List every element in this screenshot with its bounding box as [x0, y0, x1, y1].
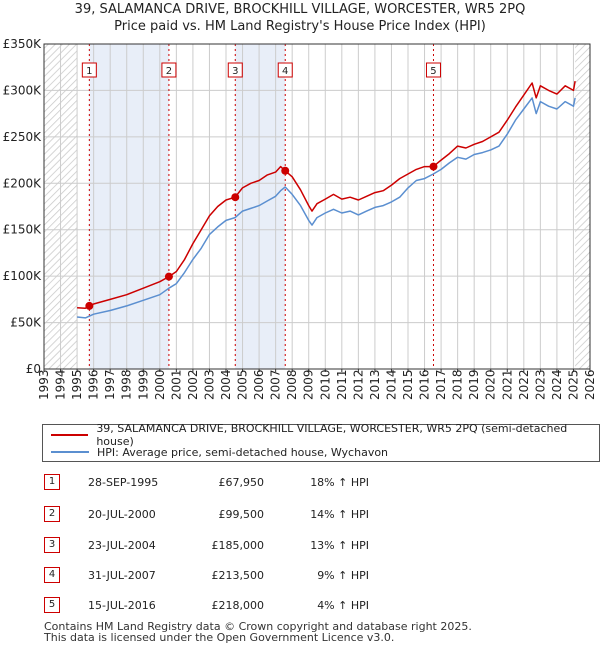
legend-item-hpi: HPI: Average price, semi-detached house,…	[51, 444, 388, 460]
x-tick-label: 2026	[583, 369, 597, 400]
transaction-hpi-diff: 4% ↑ HPI	[317, 599, 369, 612]
x-tick-label: 1998	[120, 369, 134, 400]
x-tick-label: 2005	[236, 369, 250, 400]
y-tick-label: £100K	[3, 269, 43, 283]
x-tick-label: 2007	[269, 369, 283, 400]
price-chart: 1 2 3 4 5 £0 £50K £100K £150K £200K £250K £300K £35…	[3, 37, 597, 400]
y-tick-label: £0	[26, 362, 41, 376]
property-series-line	[77, 80, 576, 309]
x-tick-label: 2023	[533, 369, 547, 400]
transaction-band	[235, 44, 286, 369]
x-tick-label: 2017	[434, 369, 448, 400]
y-tick-label: £300K	[3, 83, 43, 97]
x-tick-label: 2000	[153, 369, 167, 400]
transaction-hpi-diff: 18% ↑ HPI	[310, 476, 369, 489]
transaction-price: £213,500	[211, 569, 265, 582]
x-tick-label: 2018	[451, 369, 465, 400]
legend-property-swatch	[51, 434, 89, 436]
chart-subtitle: Price paid vs. HM Land Registry's House …	[114, 19, 486, 34]
x-tick-label: 2001	[169, 369, 183, 400]
transaction-date: 31-JUL-2007	[88, 569, 156, 582]
transaction-price: £67,950	[218, 476, 265, 489]
x-tick-label: 2021	[500, 369, 514, 400]
transaction-hpi-diff: 13% ↑ HPI	[310, 539, 369, 552]
x-tick-label: 2025	[566, 369, 580, 400]
plot-frame	[43, 43, 591, 370]
x-tick-label: 1994	[54, 369, 68, 400]
transaction-date: 23-JUL-2004	[88, 539, 156, 552]
footer: Contains HM Land Registry data © Crown c…	[44, 621, 472, 643]
legend-hpi-swatch	[51, 451, 89, 453]
legend-property-label: 39, SALAMANCA DRIVE, BROCKHILL VILLAGE, …	[96, 422, 568, 448]
transaction-label: 3	[232, 66, 238, 77]
transaction-band	[89, 44, 169, 369]
x-tick-label: 2006	[252, 369, 266, 400]
x-tick-label: 1993	[37, 369, 51, 400]
transaction-price: £218,000	[211, 599, 265, 612]
transaction-label: 4	[282, 66, 288, 77]
transaction-label-box	[227, 62, 243, 78]
transaction-number-badge: 1	[44, 474, 60, 490]
legend-hpi-label: HPI: Average price, semi-detached house,…	[97, 445, 389, 459]
x-tick-label: 2022	[517, 369, 531, 400]
x-tick-label: 2002	[186, 369, 200, 400]
transaction-label-box	[277, 62, 293, 78]
legend: 39, SALAMANCA DRIVE, BROCKHILL VILLAGE, …	[42, 422, 600, 462]
x-tick-label: 2004	[219, 369, 233, 400]
sale-marker	[429, 162, 438, 171]
x-tick-label: 2016	[418, 369, 432, 400]
transaction-hpi-diff: 14% ↑ HPI	[310, 508, 369, 521]
transaction-number-badge: 4	[44, 567, 60, 583]
transaction-label: 5	[430, 66, 436, 77]
transaction-date: 20-JUL-2000	[88, 508, 156, 521]
transaction-label: 2	[166, 66, 172, 77]
x-tick-label: 2015	[401, 369, 415, 400]
transaction-number-badge: 2	[44, 506, 60, 522]
y-tick-label: £150K	[3, 223, 43, 237]
transaction-date: 28-SEP-1995	[88, 476, 159, 489]
transaction-label: 1	[86, 66, 92, 77]
transaction-number-badge: 5	[44, 597, 60, 613]
transaction-price: £185,000	[211, 539, 265, 552]
x-tick-label: 2014	[384, 369, 398, 400]
x-tick-label: 2019	[467, 369, 481, 400]
chart-title: 39, SALAMANCA DRIVE, BROCKHILL VILLAGE, …	[74, 2, 526, 17]
transaction-price: £99,500	[218, 508, 265, 521]
x-tick-label: 2009	[302, 369, 316, 400]
transaction-label-box	[81, 62, 97, 78]
x-tick-label: 1999	[136, 369, 150, 400]
footer-copyright: Contains HM Land Registry data © Crown c…	[44, 620, 472, 633]
x-tick-label: 2008	[285, 369, 299, 400]
x-tick-label: 2012	[351, 369, 365, 400]
x-tick-label: 2020	[484, 369, 498, 400]
x-tick-label: 1996	[87, 369, 101, 400]
y-tick-label: £250K	[3, 130, 43, 144]
transaction-label-box	[425, 62, 441, 78]
sale-marker	[231, 193, 240, 202]
transaction-date: 15-JUL-2016	[88, 599, 156, 612]
sale-marker	[164, 272, 173, 281]
y-tick-label: £50K	[10, 316, 42, 330]
y-tick-label: £200K	[3, 176, 43, 190]
x-tick-label: 2024	[550, 369, 564, 400]
x-tick-label: 2013	[368, 369, 382, 400]
sale-marker	[281, 166, 290, 175]
x-tick-label: 2003	[202, 369, 216, 400]
transaction-label-box	[161, 62, 177, 78]
x-tick-label: 2010	[318, 369, 332, 400]
hpi-series-line	[77, 97, 576, 319]
post-data-hatch	[575, 44, 590, 369]
x-tick-label: 1997	[103, 369, 117, 400]
y-tick-label: £350K	[3, 37, 43, 51]
x-tick-label: 1995	[70, 369, 84, 400]
sale-marker	[85, 301, 94, 310]
legend-item-property: 39, SALAMANCA DRIVE, BROCKHILL VILLAGE, …	[51, 422, 599, 448]
transaction-hpi-diff: 9% ↑ HPI	[317, 569, 369, 582]
footer-licence: This data is licensed under the Open Gov…	[44, 631, 395, 644]
transaction-number-badge: 3	[44, 537, 60, 553]
x-tick-label: 2011	[335, 369, 349, 400]
